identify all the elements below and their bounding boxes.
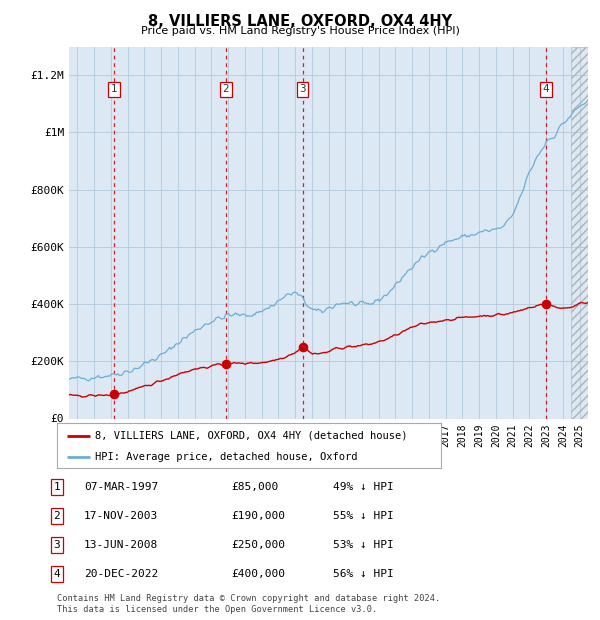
- Text: £250,000: £250,000: [231, 540, 285, 550]
- Text: 3: 3: [53, 540, 61, 550]
- Text: 8, VILLIERS LANE, OXFORD, OX4 4HY (detached house): 8, VILLIERS LANE, OXFORD, OX4 4HY (detac…: [95, 431, 408, 441]
- Text: 13-JUN-2008: 13-JUN-2008: [84, 540, 158, 550]
- Text: 20-DEC-2022: 20-DEC-2022: [84, 569, 158, 579]
- Text: 1: 1: [110, 84, 117, 94]
- Text: 55% ↓ HPI: 55% ↓ HPI: [333, 511, 394, 521]
- Text: £190,000: £190,000: [231, 511, 285, 521]
- Text: 07-MAR-1997: 07-MAR-1997: [84, 482, 158, 492]
- Text: HPI: Average price, detached house, Oxford: HPI: Average price, detached house, Oxfo…: [95, 452, 358, 462]
- Text: Contains HM Land Registry data © Crown copyright and database right 2024.
This d: Contains HM Land Registry data © Crown c…: [57, 595, 440, 614]
- Text: 49% ↓ HPI: 49% ↓ HPI: [333, 482, 394, 492]
- Text: 2: 2: [223, 84, 229, 94]
- Text: 3: 3: [299, 84, 306, 94]
- Text: 53% ↓ HPI: 53% ↓ HPI: [333, 540, 394, 550]
- Point: [109, 389, 119, 399]
- Text: 4: 4: [542, 84, 549, 94]
- Point: [221, 359, 231, 369]
- Text: 2: 2: [53, 511, 61, 521]
- Text: 17-NOV-2003: 17-NOV-2003: [84, 511, 158, 521]
- Text: 4: 4: [53, 569, 61, 579]
- Text: Price paid vs. HM Land Registry's House Price Index (HPI): Price paid vs. HM Land Registry's House …: [140, 26, 460, 36]
- Text: £85,000: £85,000: [231, 482, 278, 492]
- Point: [541, 299, 550, 309]
- Text: 56% ↓ HPI: 56% ↓ HPI: [333, 569, 394, 579]
- Text: 8, VILLIERS LANE, OXFORD, OX4 4HY: 8, VILLIERS LANE, OXFORD, OX4 4HY: [148, 14, 452, 29]
- Text: 1: 1: [53, 482, 61, 492]
- Point: [298, 342, 307, 352]
- Text: £400,000: £400,000: [231, 569, 285, 579]
